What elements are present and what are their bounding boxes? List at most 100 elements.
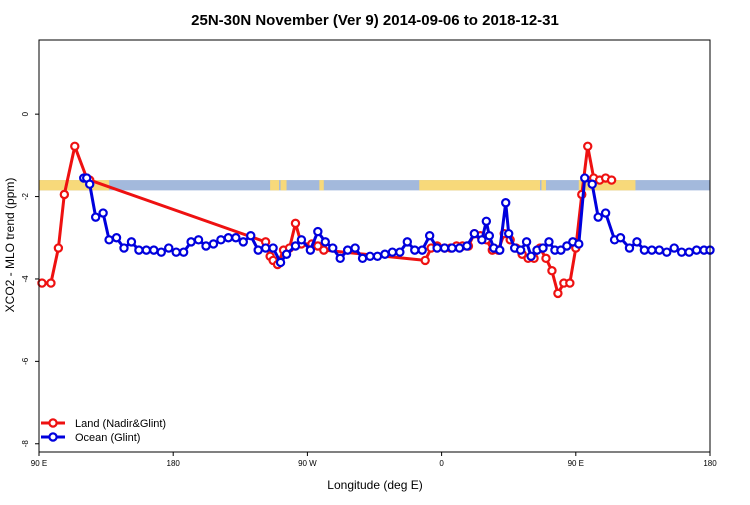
data-point	[350, 243, 360, 253]
data-point	[469, 228, 480, 239]
series-line	[42, 144, 613, 295]
data-point	[420, 255, 430, 266]
y-axis-label: XCO2 - MLO trend (ppm)	[3, 178, 17, 313]
data-point	[141, 245, 152, 255]
data-point	[395, 247, 405, 257]
data-point	[462, 241, 472, 251]
x-tick-label: 180	[167, 459, 181, 468]
series-ocean	[79, 173, 715, 268]
data-point	[538, 243, 548, 253]
land-segment	[541, 180, 546, 191]
data-point	[260, 243, 271, 253]
data-point	[53, 243, 64, 253]
y-tick-label: 0	[21, 111, 30, 116]
data-point	[290, 218, 301, 229]
data-point	[246, 230, 256, 241]
axes: 90 E 180 90 W 0 90 E 180 0 -2 -4 -6 -8	[21, 111, 717, 468]
data-point	[501, 198, 511, 208]
land-segment	[419, 180, 541, 191]
data-point	[193, 235, 204, 245]
data-point	[593, 212, 603, 222]
data-point	[615, 233, 626, 243]
data-point	[553, 288, 563, 299]
data-point	[387, 247, 398, 257]
ocean-strip	[39, 180, 710, 191]
data-point	[216, 235, 226, 245]
data-point	[639, 245, 650, 255]
data-point	[477, 235, 487, 245]
legend-label: Ocean (Glint)	[75, 432, 140, 444]
data-point	[454, 243, 465, 253]
series-layer	[37, 141, 715, 299]
data-point	[84, 179, 95, 189]
data-point	[580, 173, 590, 183]
data-point	[313, 241, 323, 251]
data-point	[46, 278, 56, 288]
data-point	[526, 251, 536, 261]
land-ocean-strip	[39, 180, 710, 191]
data-point	[676, 247, 687, 257]
y-tick-label: -6	[21, 357, 30, 365]
data-point	[684, 247, 694, 257]
land-segment	[578, 180, 636, 191]
data-point	[521, 237, 532, 247]
data-point	[365, 251, 375, 261]
y-tick-label: -2	[21, 192, 30, 200]
data-point	[504, 228, 514, 239]
data-point	[432, 243, 442, 253]
y-tick-label: -4	[21, 275, 30, 283]
land-segment	[280, 180, 287, 191]
data-point	[149, 245, 159, 255]
data-point	[447, 243, 457, 253]
data-point	[201, 241, 211, 251]
data-point	[417, 245, 427, 255]
data-point	[37, 278, 47, 288]
data-point	[134, 245, 144, 255]
data-point	[691, 245, 702, 255]
series-land	[37, 141, 617, 299]
data-point	[296, 235, 307, 245]
x-tick-label: 90 W	[298, 459, 317, 468]
data-point	[98, 208, 108, 218]
data-point	[275, 257, 286, 268]
data-point	[372, 251, 383, 261]
data-point	[223, 233, 234, 243]
legend: Land (Nadir&Glint) Ocean (Glint)	[41, 418, 166, 444]
x-axis-label: Longitude (deg E)	[327, 478, 422, 492]
data-point	[281, 249, 292, 259]
legend-label: Land (Nadir&Glint)	[75, 418, 166, 430]
data-point	[669, 243, 679, 253]
data-point	[484, 230, 495, 241]
land-segment	[319, 180, 324, 191]
data-point	[562, 241, 572, 251]
data-point	[313, 226, 323, 237]
data-point	[544, 237, 554, 247]
data-point	[319, 245, 329, 255]
data-point	[606, 175, 617, 185]
data-point	[305, 245, 316, 255]
data-point	[290, 241, 301, 251]
data-point	[268, 243, 278, 253]
data-point	[583, 141, 593, 151]
land-segment	[270, 180, 280, 191]
data-point	[238, 237, 248, 247]
data-point	[495, 245, 505, 255]
data-point	[632, 237, 642, 247]
data-point	[126, 237, 137, 247]
x-tick-label: 90 E	[31, 459, 47, 468]
data-point	[662, 247, 672, 257]
data-point	[208, 239, 219, 249]
data-point	[624, 243, 635, 253]
data-point	[119, 243, 129, 253]
x-tick-label: 0	[439, 459, 444, 468]
data-point	[654, 245, 665, 255]
data-point	[410, 245, 420, 255]
data-point	[357, 253, 368, 264]
data-point	[90, 212, 101, 222]
legend-marker	[48, 432, 58, 442]
data-point	[104, 235, 114, 245]
data-point	[328, 243, 338, 253]
data-point	[335, 253, 345, 264]
